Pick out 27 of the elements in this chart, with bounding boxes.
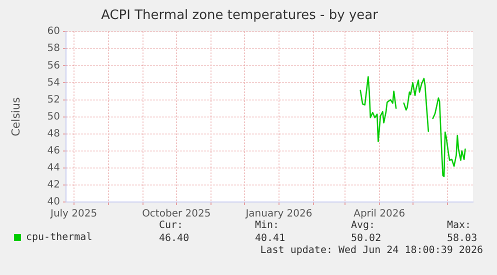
x-tick-label: April 2026 <box>354 208 406 220</box>
legend-label: cpu-thermal <box>26 232 92 243</box>
text: Min: <box>255 219 280 232</box>
y-tick-label: 42 <box>47 180 60 191</box>
text: Last update: Wed Jun 24 18:00:39 2026 <box>260 245 483 256</box>
y-tick-label: 50 <box>47 111 60 122</box>
y-tick-label: 52 <box>47 94 60 106</box>
y-tick-label: 54 <box>47 77 60 88</box>
x-tick-label: January 2026 <box>244 208 312 220</box>
y-tick-label: 40 <box>47 196 60 208</box>
text: Cur: <box>159 219 184 232</box>
chart-title: ACPI Thermal zone temperatures - by year <box>101 8 379 24</box>
x-tick-label: October 2025 <box>142 208 211 220</box>
y-tick-label: 48 <box>47 128 60 140</box>
y-tick-label: 46 <box>47 145 60 156</box>
y-tick-label: 58 <box>47 43 60 54</box>
y-axis-title: Celsius <box>9 97 22 136</box>
text: Max: <box>447 219 472 232</box>
y-tick-label: 44 <box>47 162 60 174</box>
y-tick-label: 60 <box>47 26 60 38</box>
x-tick-label: July 2025 <box>49 208 98 220</box>
text: 58.03 <box>447 232 478 245</box>
text: Avg: <box>351 219 376 232</box>
text: 50.02 <box>351 232 382 245</box>
text: 40.41 <box>255 232 286 245</box>
y-tick-label: 56 <box>47 60 60 72</box>
text: 46.40 <box>159 232 190 245</box>
